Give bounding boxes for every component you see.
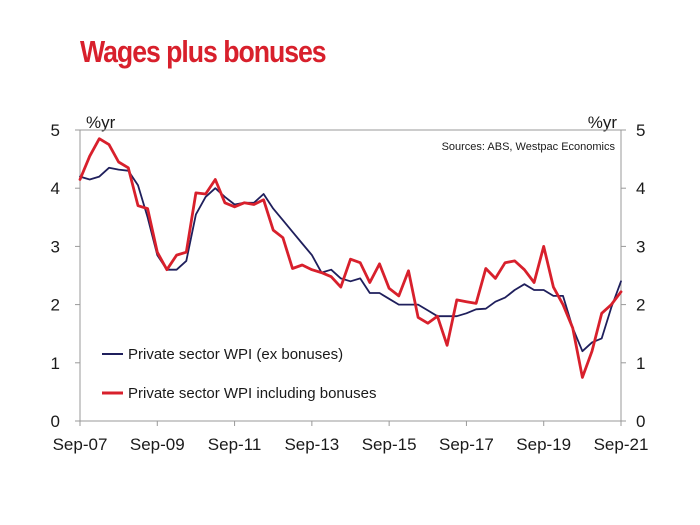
x-tick-label: Sep-15 [362, 435, 417, 454]
source-note: Sources: ABS, Westpac Economics [442, 141, 616, 153]
y-tick-label-left: 5 [51, 121, 60, 140]
y-tick-label-left: 3 [51, 237, 60, 256]
y-tick-label-left: 0 [51, 412, 60, 431]
y-tick-label-right: 3 [636, 237, 645, 256]
plot-frame [79, 129, 622, 422]
y-tick-label-left: 2 [51, 296, 60, 315]
series-line-ex-bonuses [79, 166, 622, 353]
x-tick-label: Sep-07 [53, 435, 108, 454]
x-tick-label: Sep-21 [594, 435, 649, 454]
series-lines [78, 137, 623, 379]
series-line-including-bonuses [78, 137, 623, 379]
legend-label-including-bonuses: Private sector WPI including bonuses [128, 385, 376, 402]
y-tick-label-right: 1 [636, 354, 645, 373]
chart-title: Wages plus bonuses [80, 34, 327, 69]
y-tick-label-right: 5 [636, 121, 645, 140]
y-tick-label-right: 0 [636, 412, 645, 431]
y-tick-label-left: 1 [51, 354, 60, 373]
y-tick-label-right: 2 [636, 296, 645, 315]
legend-label-ex-bonuses: Private sector WPI (ex bonuses) [128, 346, 343, 363]
y-ticks-left: 0 1 2 3 4 5 [51, 121, 80, 431]
y-tick-label-right: 4 [636, 179, 645, 198]
x-tick-label: Sep-11 [208, 435, 262, 454]
y-tick-label-left: 4 [51, 179, 60, 198]
y-axis-label-left: %yr [86, 113, 116, 132]
x-tick-label: Sep-17 [439, 435, 494, 454]
x-ticks: Sep-07 Sep-09 Sep-11 Sep-13 Sep-15 Sep-17 Sep-… [53, 421, 649, 454]
legend: Private sector WPI (ex bonuses) Private … [102, 346, 376, 402]
y-ticks-right: 0 1 2 3 4 5 [621, 121, 645, 431]
x-tick-label: Sep-09 [130, 435, 185, 454]
y-axis-label-right: %yr [588, 113, 618, 132]
x-tick-label: Sep-19 [516, 435, 571, 454]
x-tick-label: Sep-13 [284, 435, 339, 454]
